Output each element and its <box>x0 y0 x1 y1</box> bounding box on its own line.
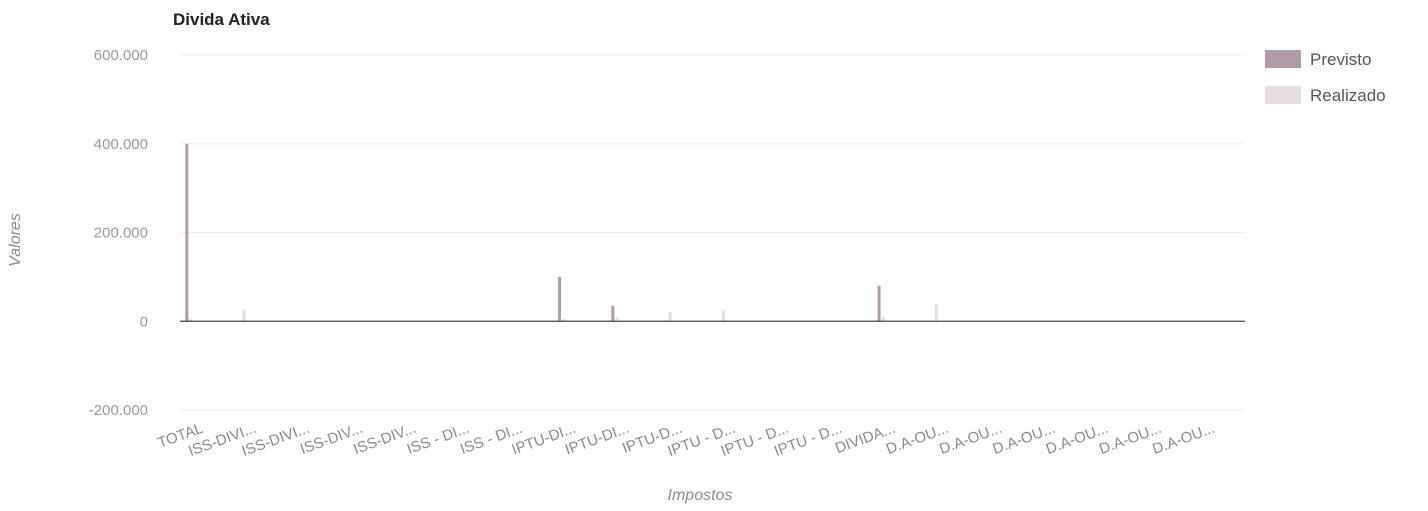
y-axis-ticks: 600.000 400.000 200.000 0 -200.000 <box>89 47 148 419</box>
y-tick-label: 200.000 <box>94 225 148 242</box>
chart-title: Divida Ativa <box>173 10 270 29</box>
gridlines <box>180 54 1245 411</box>
y-tick-label: 600.000 <box>94 47 148 64</box>
legend-swatch-previsto <box>1265 50 1301 68</box>
bar-previsto-8[interactable] <box>611 305 615 322</box>
bar-realizado-13[interactable] <box>881 316 885 322</box>
bar-realizado-0[interactable] <box>189 319 193 322</box>
legend-label-realizado[interactable]: Realizado <box>1310 86 1386 105</box>
legend-label-previsto[interactable]: Previsto <box>1310 50 1371 69</box>
bar-previsto-13[interactable] <box>877 285 881 322</box>
legend-swatch-realizado <box>1265 86 1301 104</box>
y-tick-label: 400.000 <box>94 136 148 153</box>
bar-realizado-7[interactable] <box>562 319 566 322</box>
bar-previsto-7[interactable] <box>558 276 562 322</box>
y-axis-title: Valores <box>7 213 24 267</box>
x-axis-title: Impostos <box>668 487 733 504</box>
bar-realizado-1[interactable] <box>242 310 246 322</box>
y-tick-label: 0 <box>140 313 148 330</box>
bar-realizado-14[interactable] <box>934 303 938 322</box>
legend[interactable]: Previsto Realizado <box>1265 50 1386 105</box>
y-tick-label: -200.000 <box>89 402 148 419</box>
bar-realizado-9[interactable] <box>668 312 672 322</box>
bar-previsto-0[interactable] <box>185 143 189 322</box>
bar-realizado-8[interactable] <box>615 317 619 322</box>
x-axis-ticks: TOTALISS-DIVI...ISS-DIVI...ISS-DIV...ISS… <box>155 420 1217 460</box>
bar-realizado-10[interactable] <box>721 310 725 322</box>
bars <box>185 143 938 322</box>
x-tick-label: D.A-OU... <box>1150 420 1217 458</box>
